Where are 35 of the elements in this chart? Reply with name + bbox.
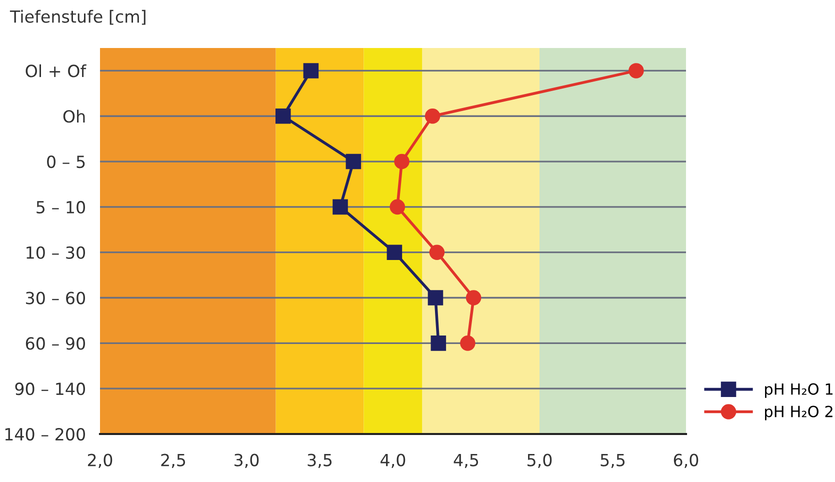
point bbox=[332, 199, 348, 215]
x-tick-label: 2,5 bbox=[161, 454, 186, 468]
point bbox=[394, 154, 410, 170]
y-tick-label: 0 – 5 bbox=[47, 155, 85, 168]
x-tick-label: 3,5 bbox=[308, 454, 332, 468]
x-tick-label: 5,0 bbox=[528, 454, 552, 468]
y-tick-label: 90 – 140 bbox=[15, 382, 86, 396]
y-tick-label: 5 – 10 bbox=[36, 200, 86, 214]
x-tick-label: 3,0 bbox=[234, 454, 259, 468]
y-tick-label: Ol + Of bbox=[26, 64, 86, 78]
y-tick-label: 140 – 200 bbox=[5, 428, 86, 441]
point bbox=[303, 63, 319, 78]
x-tick-label: 4,0 bbox=[380, 454, 406, 468]
y-axis-title: Tiefenstufe [cm] bbox=[10, 10, 146, 25]
point bbox=[430, 336, 446, 351]
point bbox=[466, 290, 482, 306]
y-tick-label: 10 – 30 bbox=[26, 246, 86, 259]
point bbox=[628, 63, 644, 78]
legend-label: pH H₂O 1 bbox=[765, 383, 833, 398]
point bbox=[424, 108, 440, 124]
y-tick-label: Oh bbox=[63, 110, 85, 123]
point bbox=[460, 336, 476, 351]
x-tick-label: 5,5 bbox=[600, 454, 625, 468]
point bbox=[429, 244, 445, 260]
legend-label: pH H₂O 2 bbox=[765, 406, 832, 420]
x-tick-label: 4,5 bbox=[454, 454, 478, 468]
point bbox=[346, 154, 362, 170]
point bbox=[386, 244, 402, 260]
y-tick-label: 30 – 60 bbox=[26, 292, 86, 304]
point bbox=[390, 199, 406, 215]
x-tick-label: 2,0 bbox=[88, 454, 112, 468]
point bbox=[275, 108, 291, 124]
point bbox=[428, 290, 444, 306]
y-tick-label: 60 – 90 bbox=[26, 337, 86, 350]
x-tick-label: 6,0 bbox=[674, 454, 698, 468]
